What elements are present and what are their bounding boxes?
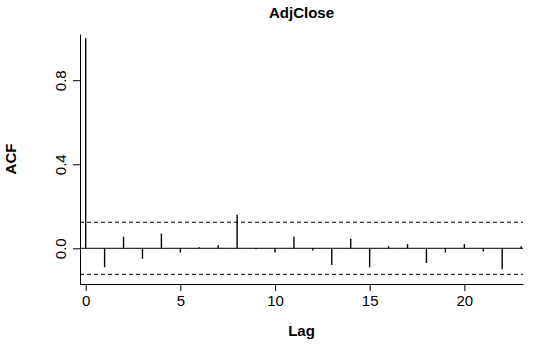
x-tick-mark (370, 284, 371, 291)
title: AdjClose (269, 4, 334, 21)
acf-stem (426, 248, 427, 263)
y-axis-line (80, 35, 81, 285)
acf-stem (123, 237, 124, 249)
acf-stem (293, 237, 294, 249)
x-axis: 0 5 10 15 20 (81, 284, 524, 309)
x-tick-mark (86, 284, 87, 291)
x-tick-label: 5 (177, 292, 185, 309)
acf-stem (104, 248, 105, 267)
acf-stem (199, 247, 200, 248)
y-tick-mark (73, 80, 80, 81)
acf-stem (255, 248, 256, 249)
acf-stem (236, 215, 237, 249)
x-tick: 20 (456, 284, 473, 309)
y-tick-label: 0.8 (52, 70, 69, 91)
acf-stem (142, 248, 143, 259)
acf-stem (85, 38, 86, 248)
y-tick-mark (73, 248, 80, 249)
acf-stem (445, 248, 446, 252)
y-tick: 0.0 (52, 238, 80, 259)
acf-stem (161, 234, 162, 249)
acf-stem (520, 246, 521, 248)
zero-line (80, 248, 523, 249)
x-tick: 15 (362, 284, 379, 309)
acf-stem (407, 244, 408, 248)
x-tick-mark (275, 284, 276, 291)
acf-stem (369, 248, 370, 267)
y-tick-label: 0.0 (52, 238, 69, 259)
x-tick-label: 10 (267, 292, 284, 309)
acf-stem (331, 248, 332, 265)
x-tick-label: 20 (456, 292, 473, 309)
x-tick: 0 (82, 284, 90, 309)
y-tick: 0.4 (52, 154, 80, 175)
acf-stem (483, 248, 484, 251)
y-tick-label: 0.4 (52, 154, 69, 175)
y-tick-mark (73, 164, 80, 165)
x-axis-line (81, 284, 524, 285)
chart: AdjClose 0 5 10 15 20 0.0 0.4 0.8 Lag ACF (0, 0, 535, 350)
acf-stem (350, 239, 351, 248)
acf-stem (388, 246, 389, 248)
x-tick-label: 15 (362, 292, 379, 309)
acf-stem (501, 248, 502, 269)
y-tick: 0.8 (52, 70, 80, 91)
confidence-bound (80, 222, 523, 223)
acf-stem (218, 245, 219, 248)
x-tick-mark (464, 284, 465, 291)
x-tick-label: 0 (82, 292, 90, 309)
acf-stem (312, 248, 313, 250)
x-axis-title: Lag (288, 322, 315, 339)
acf-stem (464, 244, 465, 248)
y-axis-title: ACF (2, 144, 19, 175)
x-tick-mark (180, 284, 181, 291)
confidence-bound (80, 274, 523, 275)
y-axis: 0.0 0.4 0.8 (52, 35, 81, 285)
acf-stem (274, 248, 275, 252)
plot-area (80, 38, 523, 274)
acf-stem (180, 248, 181, 252)
x-tick: 5 (177, 284, 185, 309)
x-tick: 10 (267, 284, 284, 309)
